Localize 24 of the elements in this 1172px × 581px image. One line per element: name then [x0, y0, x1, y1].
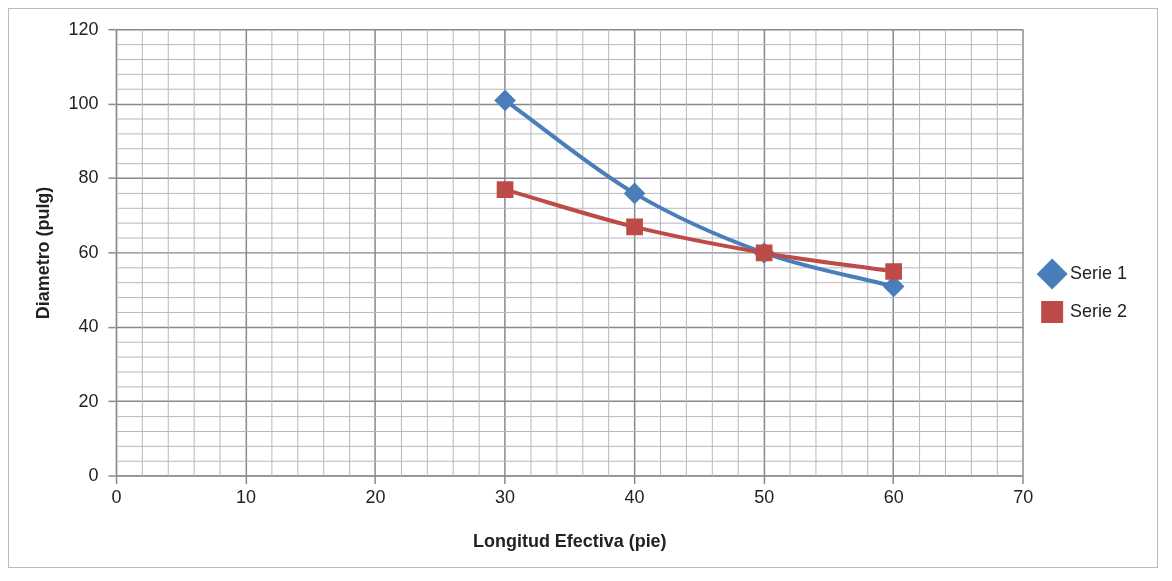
- x-tick-label: 30: [495, 486, 516, 507]
- legend-label: Serie 2: [1070, 300, 1128, 321]
- x-axis-title: Longitud Efectiva (pie): [473, 531, 667, 552]
- x-tick-label: 70: [1013, 486, 1034, 507]
- x-tick-label: 20: [365, 486, 386, 507]
- point: [496, 181, 514, 199]
- x-tick-label: 0: [111, 486, 122, 507]
- y-tick-label: 60: [78, 241, 99, 262]
- y-tick-label: 0: [88, 465, 99, 486]
- y-tick-label: 80: [78, 167, 99, 188]
- y-tick-label: 100: [68, 93, 99, 114]
- legend-label: Serie 1: [1070, 263, 1128, 283]
- point: [626, 218, 643, 236]
- point: [885, 263, 903, 280]
- x-tick-label: 60: [883, 486, 904, 507]
- x-tick-label: 40: [624, 486, 645, 507]
- x-tick-label: 50: [754, 486, 775, 507]
- y-axis-title: Diametro (pulg): [32, 186, 53, 320]
- y-tick-label: 120: [68, 18, 99, 39]
- y-tick-label: 40: [78, 316, 99, 337]
- point: [624, 183, 645, 204]
- y-tick-label: 20: [78, 390, 99, 411]
- point: [495, 90, 516, 111]
- x-tick-label: 10: [236, 486, 256, 507]
